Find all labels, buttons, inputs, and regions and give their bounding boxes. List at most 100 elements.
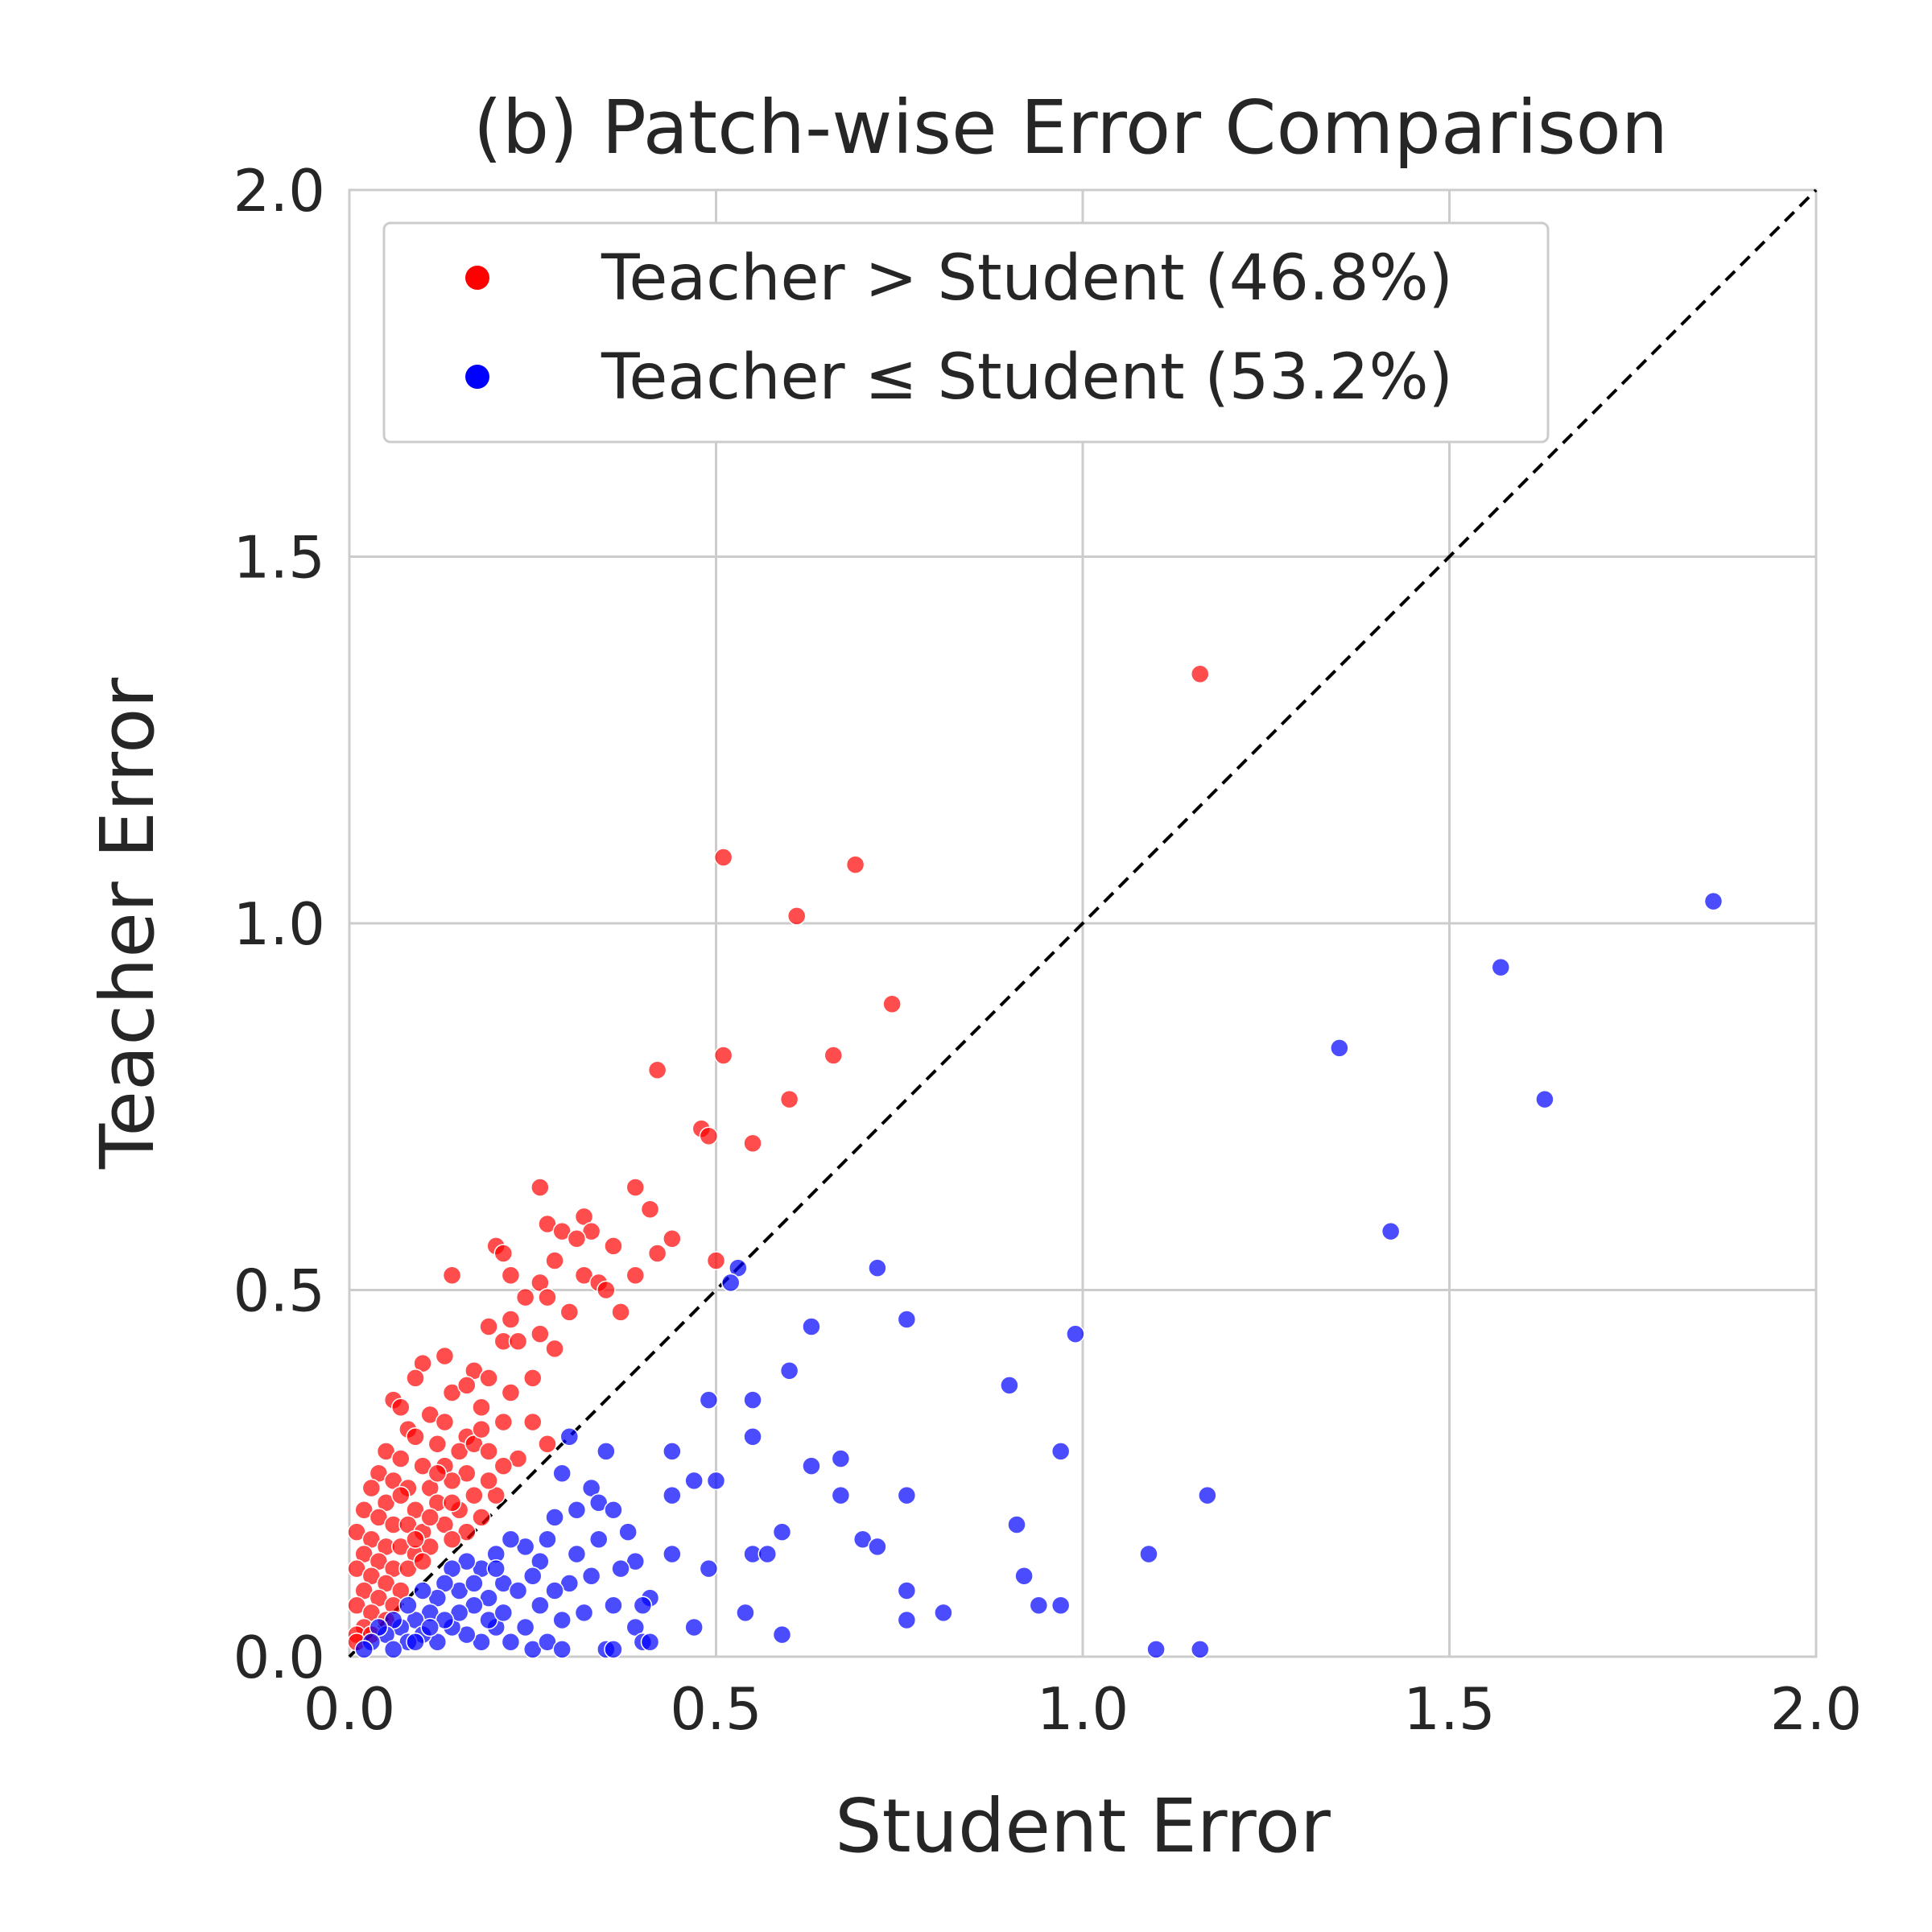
point-teacher-greater-25: [706, 1251, 726, 1270]
point-teacher-less-equal-32: [567, 1501, 587, 1520]
legend-marker-teacher-less-equal: [465, 365, 489, 389]
point-teacher-less-equal-23: [706, 1471, 726, 1491]
point-teacher-less-equal-82: [934, 1603, 953, 1623]
point-teacher-greater-67: [538, 1435, 557, 1454]
point-teacher-greater-79: [361, 1478, 382, 1498]
point-teacher-greater-24: [647, 1244, 667, 1263]
point-teacher-less-equal-69: [354, 1640, 374, 1659]
y-tick-label-0: 0.0: [233, 1624, 325, 1691]
point-teacher-less-equal-15: [559, 1426, 580, 1447]
y-axis-label: Teacher Error: [85, 678, 171, 1170]
point-teacher-less-equal-71: [581, 1567, 601, 1586]
point-teacher-less-equal-4: [1381, 1221, 1401, 1241]
legend-box: [382, 221, 1550, 444]
point-teacher-greater-33: [597, 1280, 616, 1300]
point-teacher-less-equal-109: [420, 1617, 440, 1637]
point-teacher-less-equal-17: [663, 1442, 682, 1461]
x-tick-label-0: 0.0: [303, 1675, 396, 1743]
point-teacher-greater-5: [713, 1046, 733, 1065]
point-teacher-greater-2: [845, 855, 865, 874]
point-teacher-greater-57: [435, 1412, 455, 1432]
point-teacher-less-equal-16: [743, 1426, 762, 1447]
point-teacher-greater-47: [479, 1368, 498, 1388]
point-teacher-greater-44: [435, 1346, 455, 1366]
point-teacher-less-equal-84: [736, 1603, 755, 1623]
point-teacher-less-equal-12: [1000, 1376, 1019, 1395]
point-teacher-greater-19: [567, 1228, 587, 1249]
x-axis-label: Student Error: [835, 1783, 1331, 1869]
point-teacher-less-equal-74: [633, 1596, 653, 1615]
point-teacher-less-equal-114: [545, 1581, 564, 1600]
point-teacher-less-equal-107: [493, 1603, 514, 1623]
point-teacher-less-equal-43: [699, 1558, 719, 1579]
point-teacher-less-equal-34: [618, 1522, 638, 1542]
point-teacher-less-equal-112: [486, 1558, 506, 1579]
point-teacher-greater-13: [625, 1178, 646, 1197]
point-teacher-less-equal-20: [831, 1449, 851, 1468]
point-teacher-greater-1: [713, 848, 733, 867]
point-teacher-greater-66: [479, 1442, 498, 1461]
point-teacher-greater-125: [442, 1492, 462, 1513]
point-teacher-greater-85: [472, 1508, 491, 1527]
point-teacher-greater-124: [406, 1530, 425, 1549]
point-teacher-greater-6: [824, 1046, 844, 1065]
point-teacher-less-equal-90: [640, 1633, 660, 1652]
point-teacher-greater-122: [479, 1471, 498, 1491]
point-teacher-greater-81: [391, 1485, 411, 1505]
point-teacher-greater-36: [538, 1287, 557, 1307]
point-teacher-less-equal-108: [515, 1617, 535, 1637]
point-teacher-less-equal-42: [1139, 1544, 1158, 1564]
point-teacher-greater-10: [699, 1126, 719, 1146]
x-tick-label-4: 2.0: [1770, 1675, 1863, 1743]
point-teacher-less-equal-72: [604, 1596, 623, 1615]
point-teacher-greater-28: [442, 1265, 462, 1286]
point-teacher-greater-48: [523, 1368, 543, 1388]
point-teacher-less-equal-103: [383, 1640, 403, 1659]
point-teacher-less-equal-33: [545, 1508, 564, 1527]
point-teacher-greater-27: [545, 1251, 564, 1270]
point-teacher-greater-55: [391, 1397, 411, 1418]
point-teacher-greater-52: [457, 1376, 477, 1395]
point-teacher-greater-119: [427, 1463, 448, 1483]
point-teacher-less-equal-31: [604, 1501, 623, 1520]
point-teacher-greater-7: [647, 1060, 667, 1080]
point-teacher-less-equal-116: [588, 1530, 609, 1549]
point-teacher-less-equal-1: [1491, 957, 1511, 977]
point-teacher-less-equal-40: [758, 1544, 778, 1564]
point-teacher-greater-60: [523, 1412, 543, 1432]
point-teacher-less-equal-8: [897, 1310, 917, 1329]
point-teacher-less-equal-19: [1051, 1442, 1071, 1461]
x-tick-label-3: 1.5: [1403, 1675, 1496, 1743]
point-teacher-greater-63: [427, 1435, 448, 1454]
point-teacher-greater-54: [472, 1397, 491, 1418]
point-teacher-greater-126: [464, 1485, 484, 1505]
point-teacher-less-equal-110: [406, 1633, 425, 1652]
point-teacher-less-equal-119: [604, 1640, 623, 1659]
plot-frame: [348, 188, 1818, 1658]
point-teacher-less-equal-22: [684, 1471, 704, 1491]
point-teacher-greater-26: [625, 1265, 646, 1286]
chart-title: (b) Patch-wise Error Comparison: [473, 85, 1668, 171]
point-teacher-greater-38: [501, 1310, 521, 1329]
point-teacher-greater-34: [515, 1287, 535, 1307]
legend-label-teacher-less-equal: Teacher ≤ Student (53.2%): [601, 341, 1453, 414]
point-teacher-less-equal-35: [772, 1522, 792, 1542]
x-tick-label-2: 1.0: [1037, 1675, 1129, 1743]
point-teacher-less-equal-13: [699, 1390, 719, 1410]
point-teacher-less-equal-11: [779, 1360, 799, 1381]
point-teacher-less-equal-2: [1330, 1038, 1349, 1058]
point-teacher-greater-3: [786, 906, 807, 926]
point-teacher-less-equal-36: [1007, 1515, 1026, 1534]
point-teacher-less-equal-92: [1191, 1640, 1210, 1659]
point-teacher-less-equal-86: [772, 1624, 792, 1645]
point-teacher-less-equal-24: [552, 1463, 572, 1483]
point-teacher-greater-35: [611, 1302, 630, 1322]
point-teacher-less-equal-83: [897, 1610, 917, 1630]
point-teacher-less-equal-81: [1051, 1596, 1071, 1615]
point-teacher-less-equal-7: [720, 1273, 741, 1293]
point-teacher-greater-120: [472, 1419, 491, 1439]
legend: Teacher > Student (46.8%) Teacher ≤ Stud…: [382, 221, 1550, 444]
point-teacher-less-equal-0: [1703, 891, 1724, 911]
point-teacher-less-equal-38: [868, 1537, 887, 1557]
point-teacher-greater-39: [479, 1317, 498, 1336]
